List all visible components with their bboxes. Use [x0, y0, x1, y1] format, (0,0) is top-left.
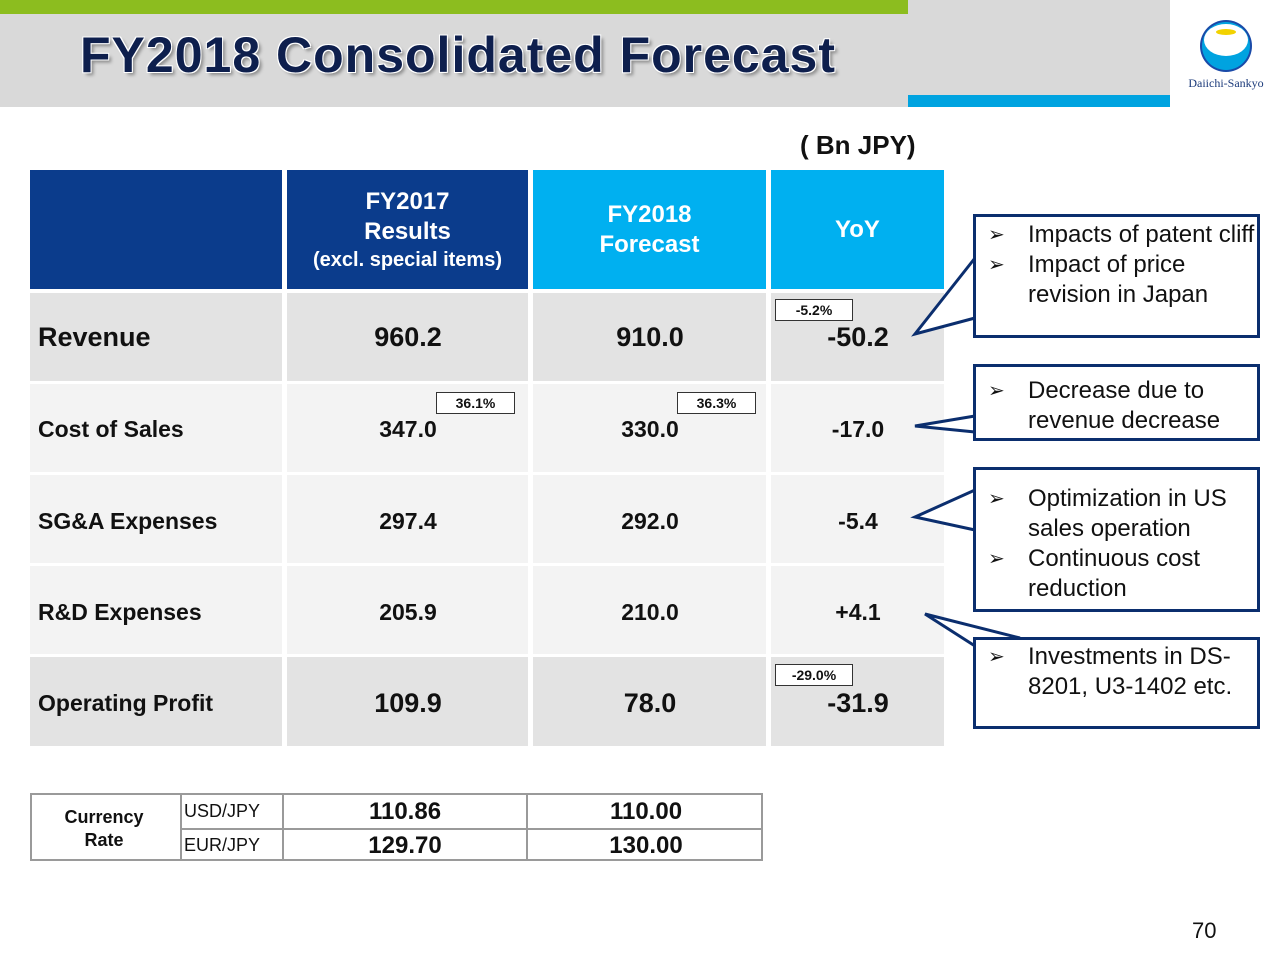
- callout-revenue-item-1: Impacts of patent cliff: [976, 220, 1257, 250]
- logo-mark-icon: [1200, 20, 1252, 72]
- header-fy2017-line2: Results: [364, 217, 451, 245]
- cost-of-sales-yoy: -17.0: [831, 416, 885, 442]
- header-blank-cell: [30, 170, 282, 289]
- revenue-yoy-pct-badge: -5.2%: [775, 299, 853, 321]
- rnd-fy2017: 205.9: [379, 599, 437, 625]
- callout-sga-item-2: Continuous cost reduction: [976, 544, 1257, 604]
- callout-revenue: Impacts of patent cliff Impact of price …: [973, 214, 1260, 338]
- row-label-rnd: R&D Expenses: [38, 599, 202, 625]
- currency-rate-table: Currency Rate USD/JPY 110.86 110.00 EUR/…: [30, 793, 763, 861]
- callout-sga-item-1: Optimization in US sales operation: [976, 484, 1257, 544]
- currency-pair-usd: USD/JPY: [184, 801, 261, 821]
- header-yoy-line1: YoY: [835, 215, 880, 243]
- title-band: [0, 0, 1170, 107]
- revenue-fy2018: 910.0: [616, 322, 684, 352]
- header-fy2017-line1: FY2017: [365, 187, 450, 215]
- callout-rnd: Investments in DS-8201, U3-1402 etc.: [973, 637, 1260, 729]
- revenue-fy2017: 960.2: [374, 322, 442, 352]
- header-fy2017-line3: (excl. special items): [313, 248, 502, 271]
- cost-of-sales-fy2017: 347.0: [379, 416, 437, 442]
- callout-revenue-item-2: Impact of price revision in Japan: [976, 250, 1257, 310]
- currency-rate-label: Currency Rate: [32, 806, 176, 852]
- row-label-cost-of-sales: Cost of Sales: [38, 416, 184, 442]
- currency-rate-label-line1: Currency: [64, 807, 144, 827]
- row-label-operating-profit: Operating Profit: [38, 690, 214, 716]
- rnd-fy2018: 210.0: [621, 599, 679, 625]
- callout-cost-of-sales-item-1: Decrease due to revenue decrease: [976, 376, 1257, 436]
- blue-accent-strip: [908, 95, 1170, 107]
- header-fy2018-line2: Forecast: [599, 230, 700, 258]
- cost-of-sales-fy2018: 330.0: [621, 416, 679, 442]
- callout-sga: Optimization in US sales operation Conti…: [973, 467, 1260, 612]
- rnd-yoy: +4.1: [835, 599, 881, 625]
- operating-profit-yoy: -31.9: [827, 688, 889, 718]
- sga-fy2017: 297.4: [379, 508, 437, 534]
- header-fy2018: FY2018 Forecast: [533, 170, 766, 289]
- callout-cost-of-sales: Decrease due to revenue decrease: [973, 364, 1260, 441]
- operating-profit-fy2018: 78.0: [623, 688, 677, 718]
- header-fy2017: FY2017 Results (excl. special items): [287, 170, 528, 289]
- header-yoy: YoY: [771, 170, 944, 289]
- company-logo: Daiichi-Sankyo: [1186, 18, 1266, 91]
- usd-jpy-fy2017: 110.86: [368, 798, 442, 825]
- header-fy2018-line1: FY2018: [607, 200, 692, 228]
- cost-of-sales-fy2017-ratio-badge: 36.1%: [436, 392, 515, 414]
- currency-rate-label-line2: Rate: [84, 830, 124, 850]
- sga-yoy: -5.4: [838, 508, 878, 534]
- operating-profit-yoy-pct-badge: -29.0%: [775, 664, 853, 686]
- eur-jpy-fy2018: 130.00: [609, 832, 683, 859]
- usd-jpy-fy2018: 110.00: [609, 798, 683, 825]
- callout-rnd-item-1: Investments in DS-8201, U3-1402 etc.: [976, 642, 1257, 702]
- logo-text: Daiichi-Sankyo: [1188, 76, 1264, 90]
- row-label-sga: SG&A Expenses: [38, 508, 218, 534]
- eur-jpy-fy2017: 129.70: [368, 832, 442, 859]
- cost-of-sales-fy2018-ratio-badge: 36.3%: [677, 392, 756, 414]
- green-accent-bar: [0, 0, 908, 14]
- currency-pair-eur: EUR/JPY: [184, 835, 261, 855]
- row-label-revenue: Revenue: [38, 322, 151, 352]
- page-number: 70: [1192, 918, 1217, 943]
- unit-label: ( Bn JPY): [800, 130, 916, 160]
- sga-fy2018: 292.0: [621, 508, 679, 534]
- operating-profit-fy2017: 109.9: [374, 688, 442, 718]
- page-title: FY2018 Consolidated Forecast: [80, 27, 837, 83]
- revenue-yoy: -50.2: [827, 322, 889, 352]
